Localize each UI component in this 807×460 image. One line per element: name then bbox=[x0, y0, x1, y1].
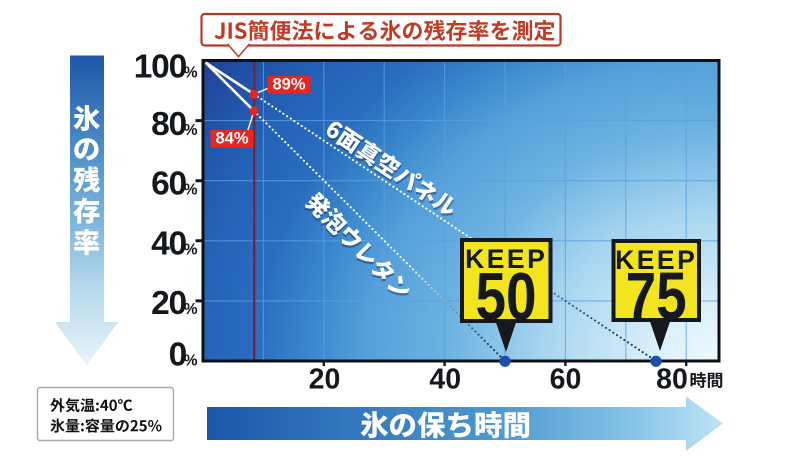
svg-text:75: 75 bbox=[626, 259, 687, 333]
svg-text:40: 40 bbox=[429, 364, 461, 396]
svg-text:KEEP: KEEP bbox=[465, 244, 547, 274]
svg-text:%: % bbox=[184, 65, 198, 82]
svg-text:60: 60 bbox=[151, 166, 186, 203]
svg-text:0: 0 bbox=[169, 337, 187, 374]
svg-text:84%: 84% bbox=[215, 130, 248, 148]
svg-text:KEEP: KEEP bbox=[615, 245, 697, 275]
svg-text:100: 100 bbox=[134, 49, 187, 86]
svg-text:80: 80 bbox=[151, 106, 186, 143]
svg-text:60: 60 bbox=[550, 364, 582, 396]
svg-text:80: 80 bbox=[656, 364, 688, 396]
svg-text:50: 50 bbox=[475, 259, 536, 333]
svg-text:20: 20 bbox=[309, 364, 341, 396]
svg-text:%: % bbox=[184, 242, 198, 259]
svg-text:20: 20 bbox=[151, 285, 186, 322]
svg-text:89%: 89% bbox=[272, 76, 305, 94]
svg-text:%: % bbox=[184, 122, 198, 139]
svg-text:40: 40 bbox=[151, 226, 186, 263]
svg-text:%: % bbox=[184, 353, 198, 370]
svg-text:%: % bbox=[184, 301, 198, 318]
svg-text:%: % bbox=[184, 182, 198, 199]
